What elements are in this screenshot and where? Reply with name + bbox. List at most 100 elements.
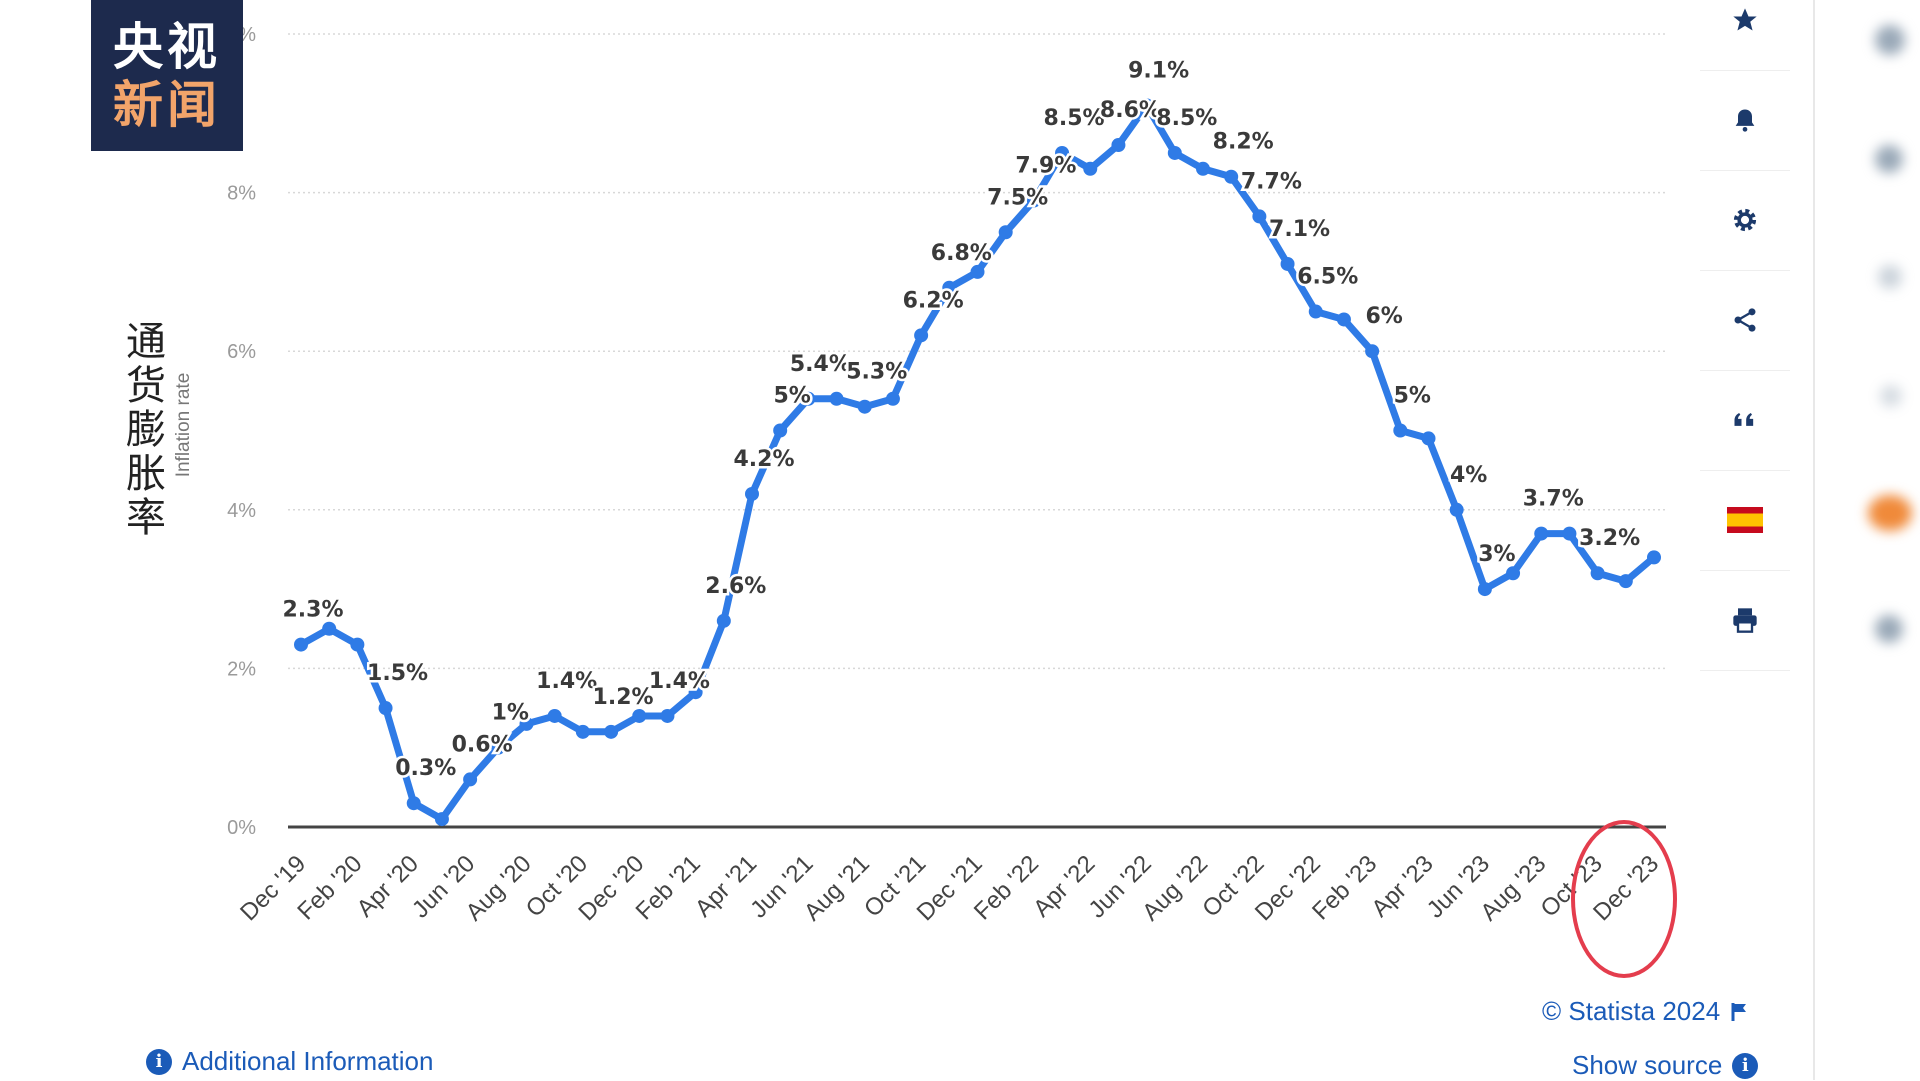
data-label: 6% [1365, 304, 1402, 329]
data-point [829, 391, 844, 406]
flag-icon[interactable] [1730, 1002, 1748, 1022]
x-tick-label: Feb '20 [292, 850, 367, 925]
spain-flag-icon[interactable] [1700, 470, 1790, 571]
data-point [1139, 98, 1154, 113]
data-label: 1% [492, 701, 529, 726]
data-label: 2.3% [282, 598, 343, 623]
statista-credit-link[interactable]: © Statista 2024 [1542, 996, 1748, 1027]
y-axis-title-chinese: 通货膨胀率 [126, 319, 166, 541]
data-label: 3% [1478, 542, 1515, 567]
blurred-icon [1875, 25, 1905, 55]
print-icon[interactable] [1700, 570, 1790, 671]
quote-icon[interactable] [1700, 370, 1790, 471]
additional-information-link[interactable]: i Additional Information [146, 1046, 433, 1077]
data-point [1308, 304, 1323, 319]
x-tick-label: Feb '22 [969, 850, 1044, 925]
additional-information-label: Additional Information [182, 1046, 434, 1076]
data-point [716, 613, 731, 628]
bell-icon[interactable] [1700, 70, 1790, 171]
data-point [604, 724, 619, 739]
data-point [1196, 161, 1210, 176]
data-point [773, 423, 788, 438]
data-point [660, 708, 675, 723]
data-label: 7.9% [1015, 154, 1076, 179]
data-point [1477, 582, 1492, 597]
data-point [1421, 431, 1436, 446]
x-tick-label: Feb '21 [631, 850, 706, 925]
blurred-icon [1868, 495, 1912, 531]
data-point [491, 740, 506, 755]
data-point [914, 328, 929, 343]
data-label: 5.3% [846, 360, 907, 385]
data-points [294, 98, 1661, 827]
data-point [547, 708, 562, 723]
data-point [519, 716, 534, 731]
star-icon[interactable] [1700, 0, 1790, 71]
data-point [434, 812, 449, 827]
show-source-label: Show source [1572, 1050, 1723, 1080]
data-label: 6.5% [1297, 265, 1358, 290]
data-label: 1.4% [649, 669, 710, 694]
data-point [1224, 169, 1239, 184]
data-point [378, 701, 393, 716]
data-point [1111, 138, 1126, 153]
data-label: 8.2% [1213, 130, 1274, 155]
cctv-news-logo: 央视 新闻 [91, 0, 243, 151]
dec-23-highlight-circle [1571, 820, 1677, 978]
y-tick-label: 8% [227, 183, 256, 205]
panel-divider [1813, 0, 1815, 1080]
data-point [294, 637, 308, 652]
data-label: 9.1% [1128, 58, 1189, 83]
data-label: 3.2% [1579, 526, 1640, 551]
data-point [575, 724, 590, 739]
data-point [1026, 193, 1041, 208]
data-point [1280, 256, 1295, 271]
data-label: 7.5% [987, 185, 1048, 210]
data-label: 8.6% [1100, 98, 1161, 123]
data-point [322, 621, 337, 636]
data-label: 7.1% [1269, 217, 1330, 242]
data-point [885, 391, 900, 406]
data-point [1647, 550, 1661, 565]
data-point [1393, 423, 1408, 438]
data-label: 6.2% [903, 288, 964, 313]
data-point [1506, 566, 1521, 581]
data-point [463, 772, 478, 787]
data-point [857, 399, 872, 414]
data-label: 6.8% [931, 241, 992, 266]
gear-icon[interactable] [1700, 170, 1790, 271]
statista-credit: © Statista 2024 [1542, 996, 1721, 1026]
data-point [1365, 344, 1380, 359]
data-point [1083, 161, 1098, 176]
data-label: 1.2% [593, 685, 654, 710]
blurred-icon [1875, 615, 1903, 643]
data-point [745, 486, 759, 501]
data-label: 1.4% [536, 669, 597, 694]
show-source-link[interactable]: Show source i [1572, 1050, 1759, 1081]
data-point [632, 708, 647, 723]
data-point [1562, 526, 1577, 541]
data-point [1590, 566, 1605, 581]
data-labels: 2.3% 1.5% 0.3%0.6% 1% 1.4%1.2%1.4% 2.6% 4.2% 5%… [280, 56, 1643, 784]
y-tick-labels: 0%2%4%6%8%% [227, 24, 256, 839]
blurred-icon [1878, 265, 1902, 289]
data-point [1336, 312, 1351, 327]
data-point [406, 796, 421, 811]
y-tick-label: 4% [227, 500, 256, 522]
share-icon[interactable] [1700, 270, 1790, 371]
chart-toolbar [1700, 0, 1790, 680]
data-label: 5% [774, 384, 811, 409]
data-point [942, 280, 957, 295]
blurred-icon [1880, 385, 1902, 407]
data-point [1449, 502, 1464, 517]
y-tick-label: 6% [227, 341, 256, 363]
data-label: 8.5% [1156, 106, 1217, 131]
logo-line-1: 央视 [113, 17, 221, 76]
info-icon: i [1732, 1052, 1759, 1079]
data-point [801, 391, 816, 406]
y-tick-label: 2% [227, 658, 256, 680]
logo-line-2: 新闻 [113, 75, 221, 134]
data-label: 1.5% [367, 661, 428, 686]
blurred-icon [1875, 145, 1903, 173]
